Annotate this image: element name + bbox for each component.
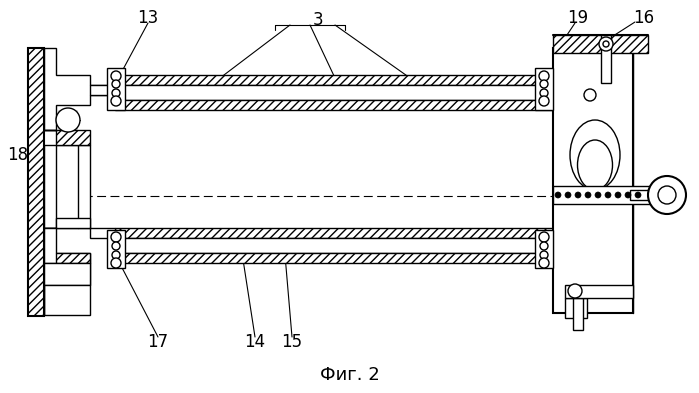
Bar bbox=[115, 100, 553, 110]
Bar bbox=[28, 285, 44, 315]
Circle shape bbox=[565, 192, 571, 198]
Bar bbox=[44, 263, 90, 285]
Bar bbox=[115, 75, 553, 85]
Circle shape bbox=[540, 89, 548, 97]
Circle shape bbox=[56, 108, 80, 132]
Text: 19: 19 bbox=[568, 9, 589, 27]
Bar bbox=[535, 68, 553, 110]
Text: Фиг. 2: Фиг. 2 bbox=[319, 366, 380, 384]
Circle shape bbox=[605, 192, 611, 198]
Bar bbox=[535, 230, 553, 268]
Bar bbox=[553, 35, 648, 53]
Text: 13: 13 bbox=[138, 9, 159, 27]
Circle shape bbox=[111, 96, 121, 106]
Circle shape bbox=[111, 232, 121, 242]
Bar bbox=[107, 68, 125, 110]
Circle shape bbox=[658, 186, 676, 204]
Circle shape bbox=[635, 192, 641, 198]
Bar bbox=[115, 85, 553, 100]
Circle shape bbox=[539, 232, 549, 242]
Polygon shape bbox=[44, 228, 90, 263]
Bar bbox=[565, 298, 587, 318]
Bar bbox=[28, 48, 44, 316]
Circle shape bbox=[539, 258, 549, 268]
Circle shape bbox=[603, 41, 609, 47]
Circle shape bbox=[112, 251, 120, 259]
Polygon shape bbox=[44, 145, 90, 228]
Circle shape bbox=[540, 251, 548, 259]
Circle shape bbox=[112, 89, 120, 97]
Bar bbox=[573, 298, 583, 330]
Bar bbox=[107, 230, 125, 268]
Circle shape bbox=[615, 192, 621, 198]
Text: 15: 15 bbox=[282, 333, 303, 351]
Text: 3: 3 bbox=[312, 11, 324, 29]
Circle shape bbox=[625, 192, 631, 198]
Polygon shape bbox=[44, 130, 90, 145]
Polygon shape bbox=[90, 85, 115, 95]
Ellipse shape bbox=[577, 140, 612, 190]
Circle shape bbox=[540, 80, 548, 88]
Polygon shape bbox=[44, 218, 115, 238]
Text: 16: 16 bbox=[633, 9, 654, 27]
Bar bbox=[115, 238, 553, 253]
Circle shape bbox=[111, 258, 121, 268]
Bar bbox=[630, 190, 672, 200]
Bar bbox=[553, 48, 633, 313]
Text: 17: 17 bbox=[147, 333, 168, 351]
Bar bbox=[115, 253, 553, 263]
Circle shape bbox=[112, 80, 120, 88]
Circle shape bbox=[584, 89, 596, 101]
Bar bbox=[565, 285, 633, 298]
Bar bbox=[115, 228, 553, 238]
Bar bbox=[553, 186, 653, 204]
Circle shape bbox=[575, 192, 581, 198]
Circle shape bbox=[595, 192, 601, 198]
Text: 18: 18 bbox=[8, 146, 29, 164]
Circle shape bbox=[540, 242, 548, 250]
Circle shape bbox=[539, 71, 549, 81]
Circle shape bbox=[599, 37, 613, 51]
Circle shape bbox=[539, 96, 549, 106]
Polygon shape bbox=[56, 253, 90, 263]
Bar bbox=[44, 285, 90, 315]
Circle shape bbox=[111, 71, 121, 81]
Circle shape bbox=[585, 192, 591, 198]
Circle shape bbox=[648, 176, 686, 214]
Polygon shape bbox=[44, 263, 90, 285]
Text: 14: 14 bbox=[245, 333, 266, 351]
Circle shape bbox=[112, 242, 120, 250]
Ellipse shape bbox=[570, 120, 620, 190]
Circle shape bbox=[555, 192, 561, 198]
Circle shape bbox=[568, 284, 582, 298]
Bar bbox=[601, 35, 611, 83]
Polygon shape bbox=[44, 48, 115, 130]
